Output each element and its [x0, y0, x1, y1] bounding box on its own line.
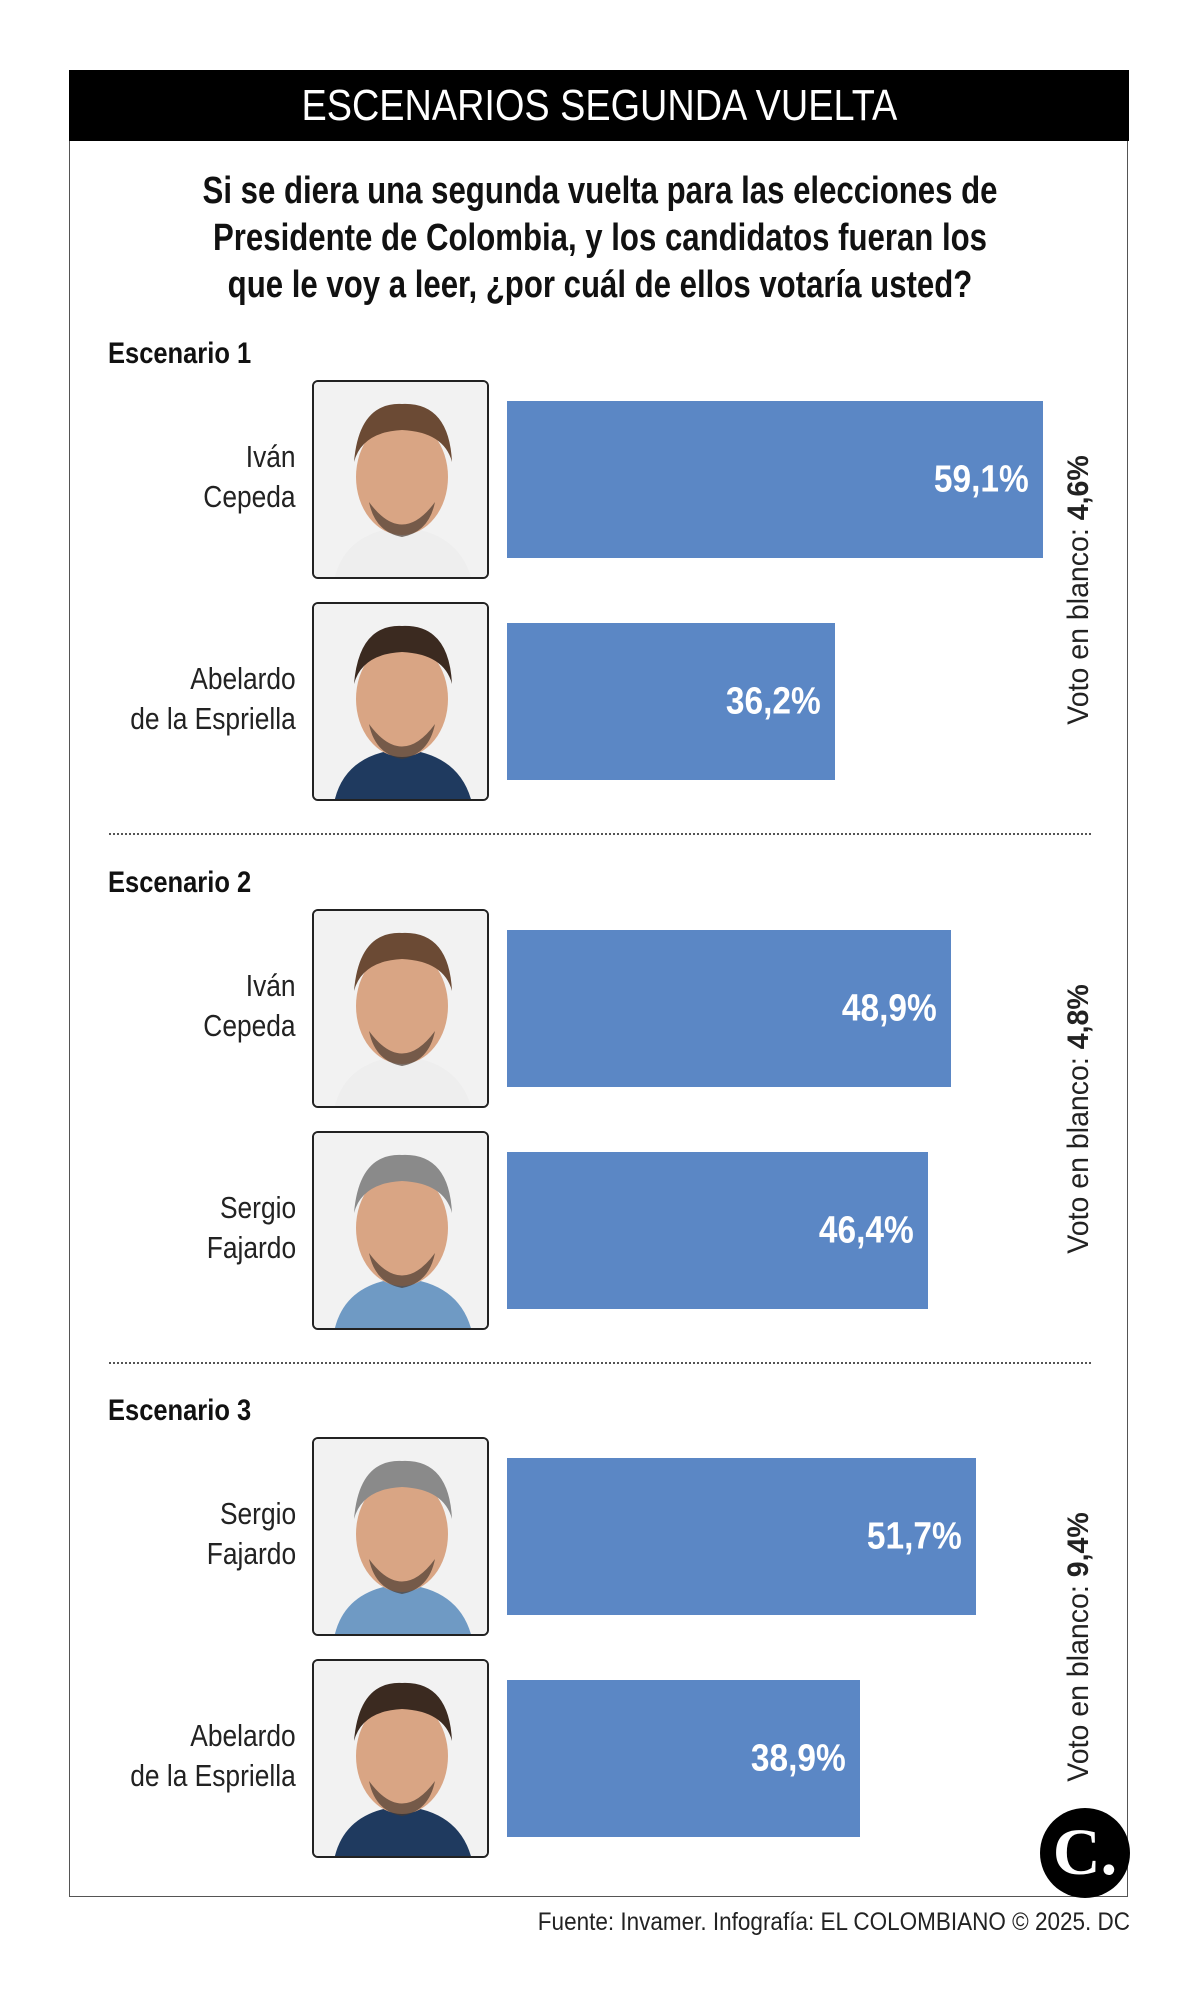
- scenario-divider: [109, 1362, 1091, 1364]
- bar: 38,9%: [507, 1680, 860, 1837]
- title: ESCENARIOS SEGUNDA VUELTA: [301, 80, 897, 130]
- name-line: Fajardo: [206, 1536, 296, 1571]
- blank-vote-text: Voto en blanco:: [1062, 1049, 1095, 1254]
- frame: [69, 70, 1128, 1897]
- name-line: Sergio: [219, 1190, 296, 1225]
- bar: 48,9%: [507, 930, 951, 1087]
- bar-value-label: 36,2%: [726, 680, 821, 722]
- candidate-photo: [312, 602, 489, 801]
- blank-vote-text: Voto en blanco:: [1062, 520, 1095, 725]
- blank-vote-value: 9,4%: [1062, 1512, 1095, 1578]
- name-line: de la Espriella: [130, 1758, 296, 1793]
- candidate-name: Iván Cepeda: [204, 966, 296, 1046]
- question-line: Presidente de Colombia, y los candidatos…: [212, 217, 988, 259]
- candidate-name: Sergio Fajardo: [207, 1494, 296, 1574]
- question-line: que le voy a leer, ¿por cuál de ellos vo…: [227, 264, 973, 306]
- source-footer: Fuente: Invamer. Infografía: EL COLOMBIA…: [537, 1908, 1130, 1936]
- bar: 36,2%: [507, 623, 835, 780]
- question-line: Si se diera una segunda vuelta para las …: [202, 170, 998, 212]
- candidate-name: Abelardo de la Espriella: [130, 1716, 296, 1796]
- scenario-divider: [109, 833, 1091, 835]
- blank-vote-value: 4,8%: [1062, 984, 1095, 1050]
- name-line: Iván: [246, 439, 296, 474]
- bar: 51,7%: [507, 1458, 976, 1615]
- question: Si se diera una segunda vuelta para las …: [90, 168, 1110, 309]
- scenario-label: Escenario 3: [108, 1394, 252, 1427]
- candidate-name: Abelardo de la Espriella: [130, 659, 296, 739]
- scenario-label: Escenario 2: [108, 866, 252, 899]
- bar-value-label: 59,1%: [934, 458, 1029, 500]
- name-line: Abelardo: [190, 1718, 296, 1753]
- el-colombiano-logo: C.: [1040, 1808, 1130, 1898]
- candidate-photo: [312, 1659, 489, 1858]
- bar: 59,1%: [507, 401, 1043, 558]
- bar: 46,4%: [507, 1152, 928, 1309]
- header-bar: ESCENARIOS SEGUNDA VUELTA: [69, 70, 1129, 141]
- name-line: Fajardo: [206, 1230, 296, 1265]
- blank-vote-label: Voto en blanco: 4,8%: [1062, 984, 1096, 1253]
- candidate-name: Iván Cepeda: [204, 437, 296, 517]
- blank-vote-label: Voto en blanco: 4,6%: [1062, 455, 1096, 724]
- bar-value-label: 51,7%: [867, 1515, 962, 1557]
- bar-value-label: 48,9%: [842, 987, 937, 1029]
- name-line: Sergio: [219, 1496, 296, 1531]
- candidate-photo: [312, 909, 489, 1108]
- blank-vote-text: Voto en blanco:: [1062, 1577, 1095, 1782]
- name-line: Cepeda: [203, 479, 296, 514]
- blank-vote-value: 4,6%: [1062, 455, 1095, 521]
- name-line: Abelardo: [190, 661, 296, 696]
- bar-value-label: 46,4%: [819, 1209, 914, 1251]
- candidate-photo: [312, 1437, 489, 1636]
- candidate-photo: [312, 380, 489, 579]
- name-line: de la Espriella: [130, 701, 296, 736]
- candidate-name: Sergio Fajardo: [207, 1188, 296, 1268]
- name-line: Cepeda: [203, 1008, 296, 1043]
- blank-vote-label: Voto en blanco: 9,4%: [1062, 1512, 1096, 1781]
- bar-value-label: 38,9%: [751, 1737, 846, 1779]
- candidate-photo: [312, 1131, 489, 1330]
- scenario-label: Escenario 1: [108, 337, 252, 370]
- name-line: Iván: [246, 968, 296, 1003]
